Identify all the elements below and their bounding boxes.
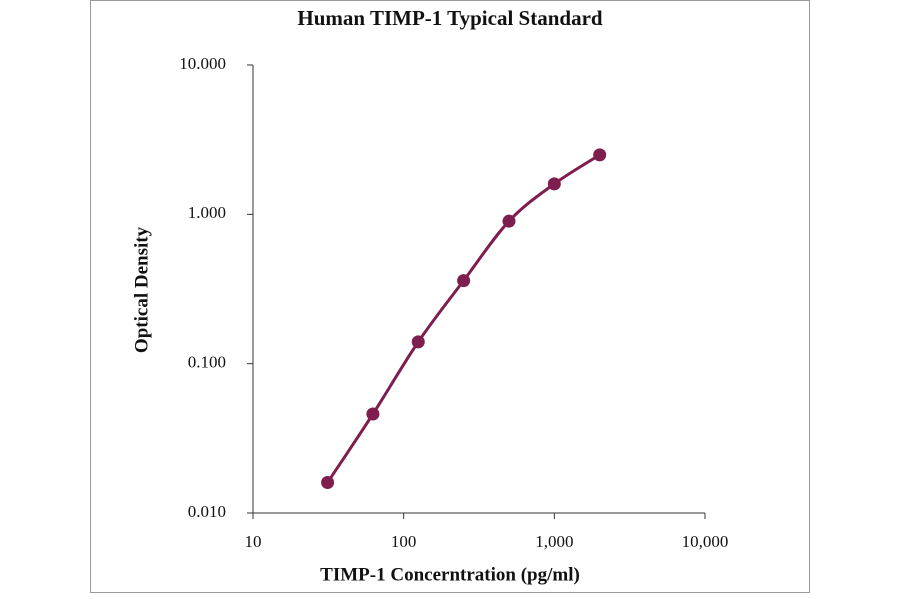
data-point bbox=[547, 177, 561, 191]
x-tick-label: 1,000 bbox=[535, 532, 573, 551]
chart-title: Human TIMP-1 Typical Standard bbox=[297, 6, 602, 30]
data-point bbox=[366, 407, 380, 421]
data-point bbox=[593, 148, 607, 162]
y-tick-label: 0.100 bbox=[188, 353, 226, 372]
y-tick-label: 10.000 bbox=[179, 54, 226, 73]
data-point bbox=[321, 476, 335, 490]
data-point bbox=[457, 274, 471, 288]
x-tick-label: 10 bbox=[245, 532, 262, 551]
x-axis-label: TIMP-1 Concerntration (pg/ml) bbox=[320, 564, 580, 585]
y-axis-label: Optical Density bbox=[131, 226, 152, 353]
y-tick-label: 1.000 bbox=[188, 203, 226, 222]
data-point bbox=[411, 335, 425, 349]
y-tick-label: 0.010 bbox=[188, 502, 226, 521]
data-point bbox=[502, 214, 516, 228]
x-tick-label: 100 bbox=[391, 532, 417, 551]
x-tick-label: 10,000 bbox=[682, 532, 729, 551]
